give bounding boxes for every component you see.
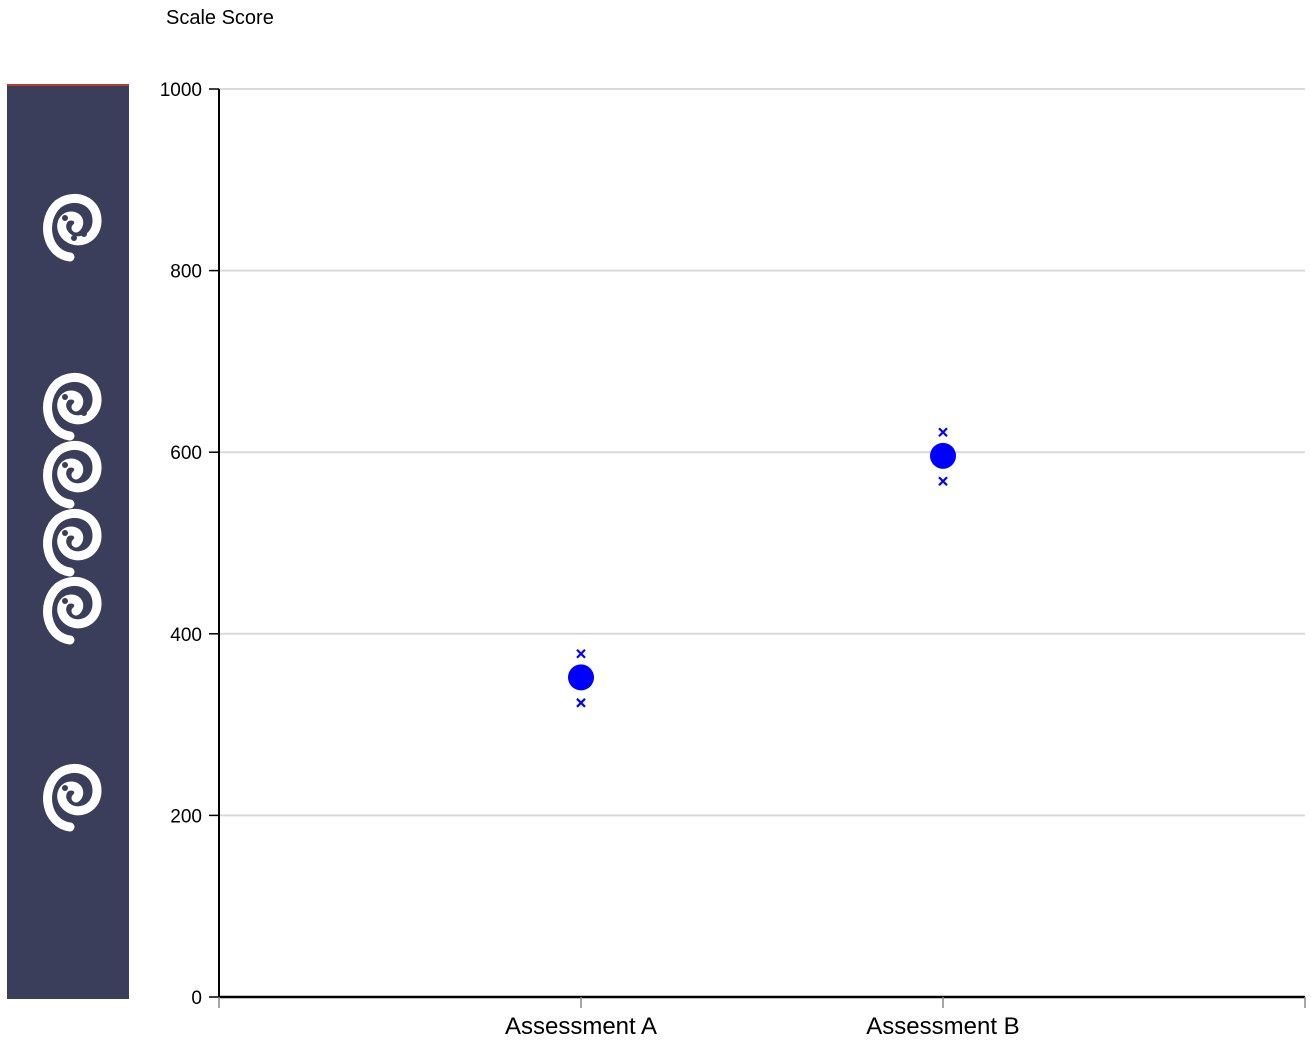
x-tick-labels: Assessment A Assessment B bbox=[218, 997, 1306, 1040]
upper-bound-marker bbox=[938, 427, 948, 438]
lower-bound-marker bbox=[576, 698, 586, 708]
score-point bbox=[930, 442, 956, 469]
score-point bbox=[568, 664, 594, 691]
koru-icon bbox=[43, 193, 102, 262]
y-tick-label-800: 800 bbox=[170, 262, 202, 283]
y-tick-label-0: 0 bbox=[191, 988, 202, 1009]
x-tick-label-a: Assessment A bbox=[505, 1013, 657, 1040]
upper-bound-marker bbox=[576, 648, 586, 659]
koru-icon bbox=[43, 576, 102, 645]
koru-icon bbox=[43, 763, 102, 832]
y-axis-title: Scale Score bbox=[166, 7, 274, 29]
koru-icon bbox=[43, 372, 102, 441]
koru-icon bbox=[43, 508, 102, 577]
y-tick-label-1000: 1000 bbox=[160, 80, 202, 101]
lower-bound-marker bbox=[938, 476, 948, 487]
data-points bbox=[568, 427, 956, 708]
level-band-accent bbox=[7, 84, 129, 86]
y-tick-label-200: 200 bbox=[170, 806, 202, 827]
y-tick-labels: 0 200 400 600 800 1000 bbox=[160, 80, 219, 1009]
axes bbox=[218, 89, 1305, 999]
x-tick-label-b: Assessment B bbox=[866, 1013, 1019, 1040]
level-band bbox=[7, 84, 129, 999]
y-tick-label-600: 600 bbox=[170, 443, 202, 464]
gridlines bbox=[219, 88, 1305, 817]
koru-icon bbox=[43, 440, 102, 509]
y-tick-label-400: 400 bbox=[170, 625, 202, 646]
